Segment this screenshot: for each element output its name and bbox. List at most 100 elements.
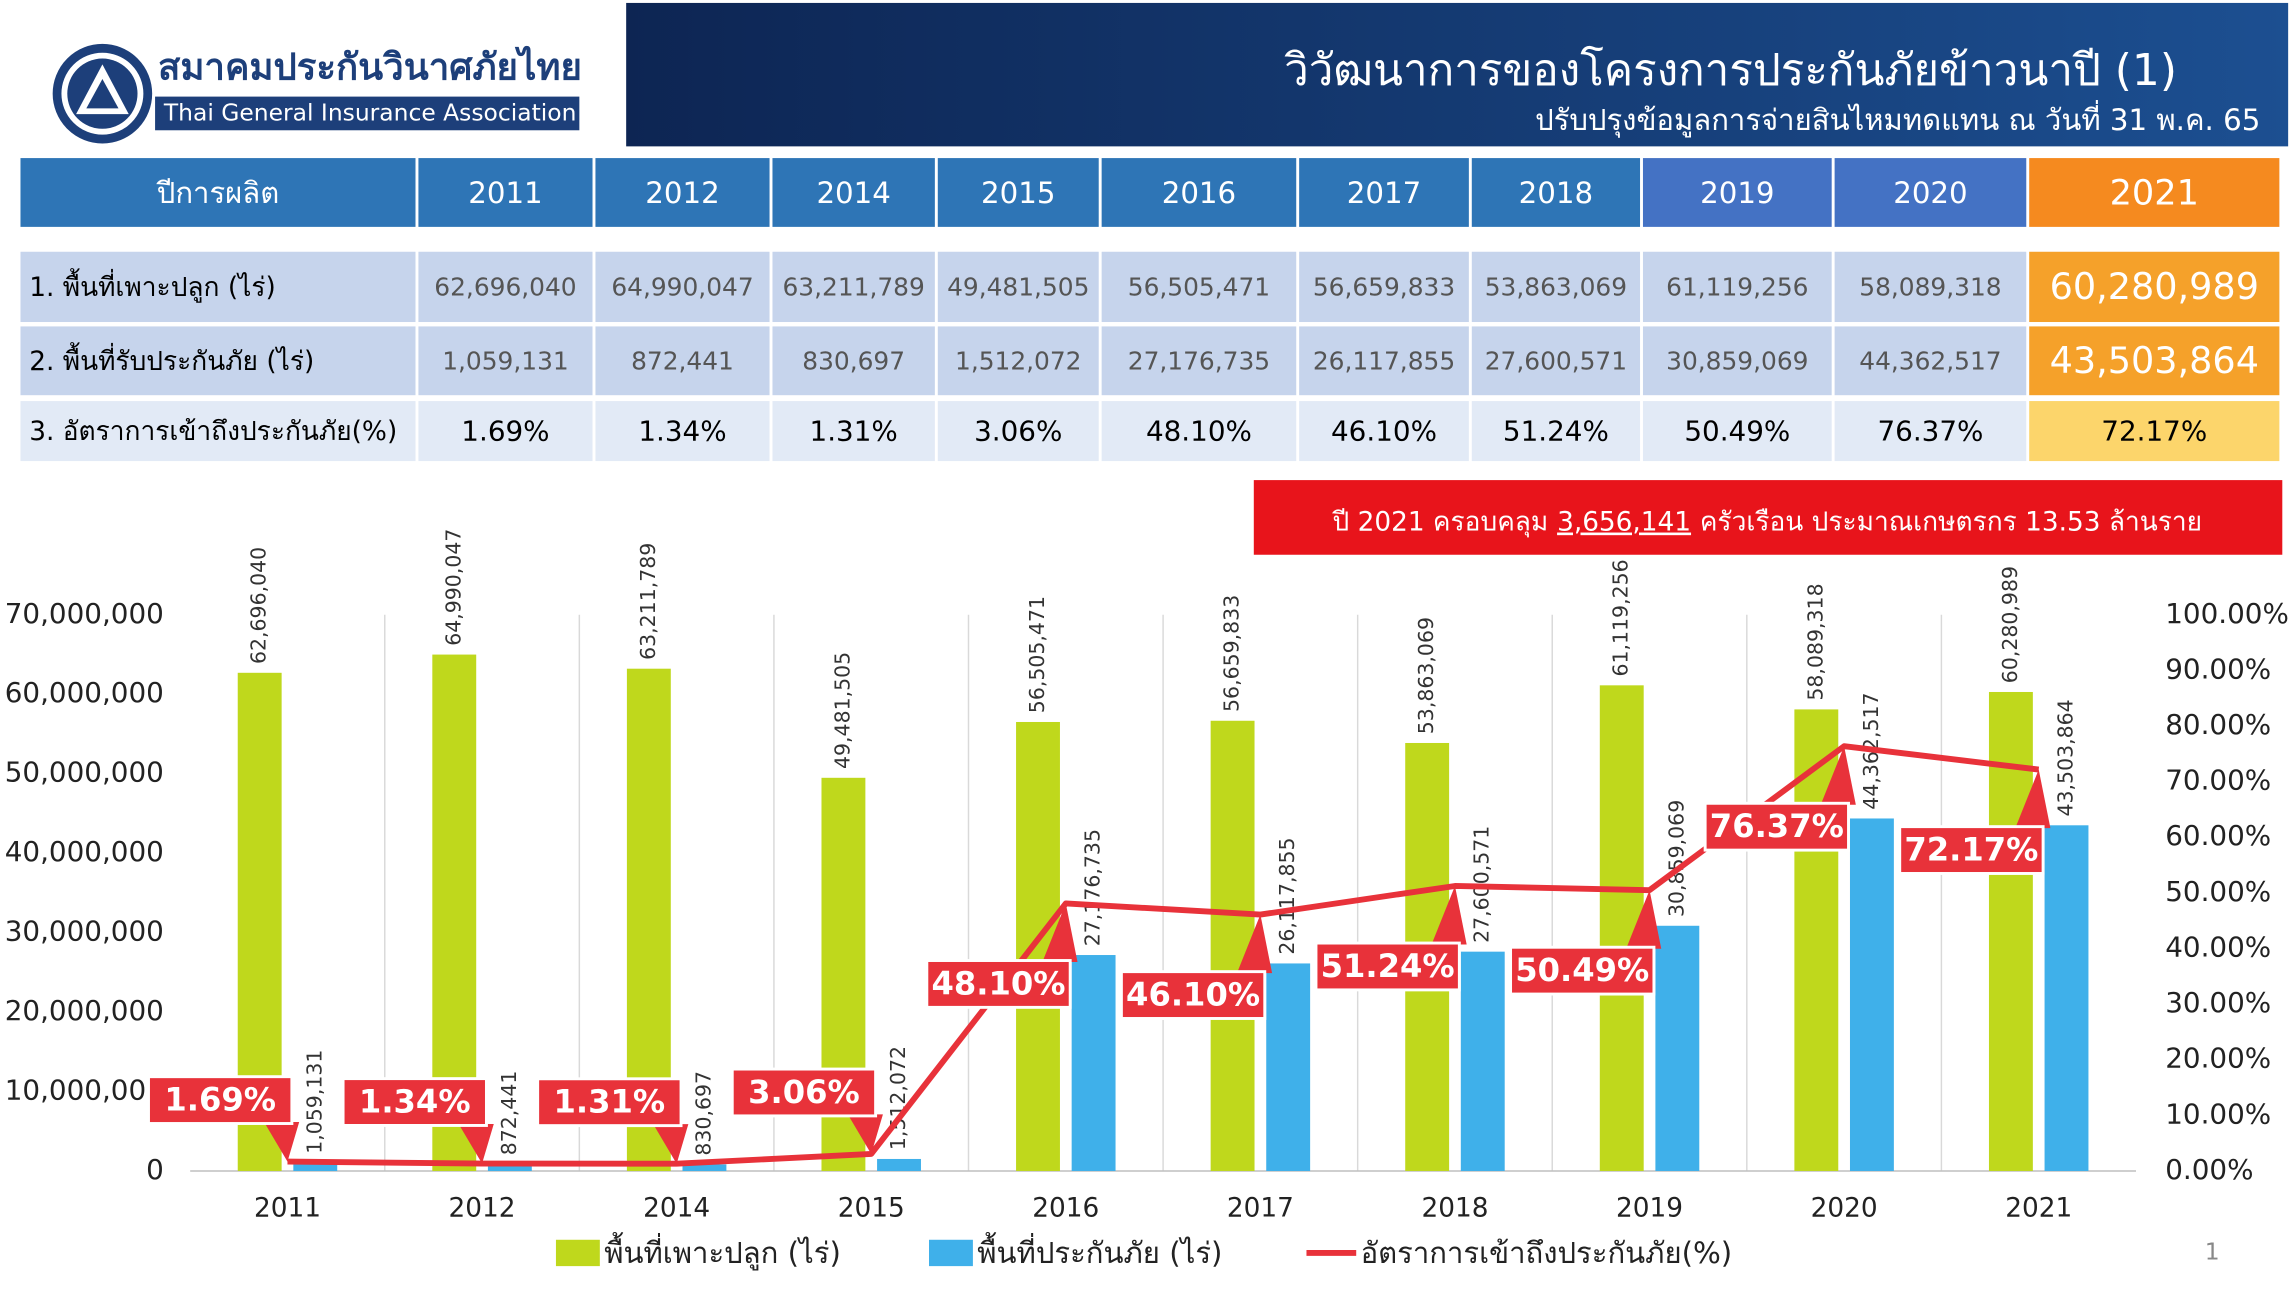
callout-box xyxy=(536,1077,683,1128)
table-value: 61,119,256 xyxy=(1666,272,1808,301)
bar xyxy=(1071,955,1116,1171)
y2-tick-label: 50.00% xyxy=(2165,875,2271,908)
bar-value-label: 61,119,256 xyxy=(1609,559,1633,676)
x-tick-label: 2015 xyxy=(838,1194,905,1224)
y-tick-label: 10,000,000 xyxy=(5,1074,164,1107)
y2-tick-label: 90.00% xyxy=(2165,652,2271,685)
header-text: 2016 xyxy=(1162,176,1236,210)
y2-tick-label: 20.00% xyxy=(2165,1042,2271,1075)
table-cell xyxy=(937,251,1099,323)
y2-tick-label: 60.00% xyxy=(2165,819,2271,852)
chart: 0 10,000,000 20,000,000 30,000,000 40,000,00… xyxy=(5,529,2289,1271)
line-value-label: 50.49% xyxy=(1515,951,1649,989)
bar-value-label: 26,117,855 xyxy=(1275,837,1299,954)
callout-pointer xyxy=(1431,885,1467,945)
table-cell xyxy=(1834,401,2027,462)
table-cell xyxy=(1101,401,1297,462)
table-cell xyxy=(418,251,593,323)
table-cell xyxy=(772,251,935,323)
table-value: 27,176,735 xyxy=(1128,346,1270,375)
table-cell xyxy=(1834,326,2027,396)
callout-box xyxy=(925,959,1072,1009)
table-cell xyxy=(937,401,1099,462)
callout-pointer xyxy=(653,1124,689,1164)
callout-box xyxy=(1119,970,1267,1020)
table-cell xyxy=(20,251,416,323)
line-value-label: 72.17% xyxy=(1904,831,2038,869)
table-value: 64,990,047 xyxy=(611,272,753,301)
y2-tick-label: 10.00% xyxy=(2165,1097,2271,1130)
table-value: 56,659,833 xyxy=(1313,272,1455,301)
table-value: 830,697 xyxy=(802,346,905,375)
x-tick-label: 2019 xyxy=(1616,1194,1683,1224)
y-tick-label: 50,000,000 xyxy=(5,756,164,789)
legend-label: พื้นที่เพาะปลูก (ไร่) xyxy=(604,1232,841,1271)
subtitle: ปรับปรุงข้อมูลการจ่ายสินไหมทดแทน ณ วันที… xyxy=(1535,100,2260,138)
table-value: 51.24% xyxy=(1503,415,1609,448)
header-text: 2020 xyxy=(1893,176,1967,210)
table-cell xyxy=(1471,251,1641,323)
legend-label: พื้นที่ประกันภัย (ไร่) xyxy=(977,1232,1222,1270)
callout-box xyxy=(1509,945,1656,996)
header-cell xyxy=(418,158,593,227)
bar-value-label: 53,863,069 xyxy=(1414,617,1438,734)
header-band xyxy=(626,2,2289,147)
header-cell xyxy=(1299,158,1469,227)
line-value-label: 46.10% xyxy=(1126,976,1260,1014)
header-text: 2017 xyxy=(1347,176,1421,210)
table-value: 76.37% xyxy=(1877,415,1983,448)
row-label: 2. พื้นที่รับประกันภัย (ไร่) xyxy=(29,342,314,377)
line-value-label: 76.37% xyxy=(1710,807,1844,845)
table-value: 27,600,571 xyxy=(1485,346,1627,375)
y-tick-label: 20,000,000 xyxy=(5,994,164,1027)
y2-tick-label: 0.00% xyxy=(2165,1153,2253,1186)
table-cell xyxy=(1642,251,1832,323)
y2-tick-label: 30.00% xyxy=(2165,986,2271,1019)
callout-box xyxy=(730,1067,878,1118)
table-value: 44,362,517 xyxy=(1859,346,2001,375)
table-cell xyxy=(20,401,416,462)
bar-value-label: 62,696,040 xyxy=(247,547,271,664)
callout-box xyxy=(1898,825,2045,875)
table-cell xyxy=(1834,251,2027,323)
table-value: 49,481,505 xyxy=(947,272,1089,301)
header-text: 2015 xyxy=(981,176,1055,210)
callout-pointer xyxy=(1626,890,1662,949)
callout-pointer xyxy=(1820,746,1856,805)
y-tick-label: 40,000,000 xyxy=(5,835,164,868)
bar xyxy=(682,1164,727,1171)
table-cell xyxy=(1642,401,1832,462)
y2-tick-label: 70.00% xyxy=(2165,764,2271,797)
legend-label: อัตราการเข้าถึงประกันภัย(%) xyxy=(1361,1236,1733,1270)
table-value: 72.17% xyxy=(2101,415,2207,448)
header-cell xyxy=(772,158,935,227)
table-cell xyxy=(20,326,416,396)
bar xyxy=(293,1162,338,1171)
bar-value-label: 58,089,318 xyxy=(1803,583,1827,700)
table-cell xyxy=(2029,326,2280,396)
header-cell xyxy=(20,158,416,227)
table-value: 43,503,864 xyxy=(2050,339,2259,382)
org-name-bar xyxy=(155,96,580,131)
header-cell xyxy=(937,158,1099,227)
table-cell xyxy=(595,401,770,462)
bar xyxy=(1849,818,1894,1171)
table-cell xyxy=(2029,401,2280,462)
table-cell xyxy=(1299,326,1469,396)
line-value-label: 1.69% xyxy=(164,1081,276,1119)
table-value: 48.10% xyxy=(1146,415,1252,448)
table-cell xyxy=(1299,401,1469,462)
y-tick-label: 30,000,000 xyxy=(5,915,164,948)
bar-value-label: 30,859,069 xyxy=(1664,800,1688,917)
banner-text: ปี 2021 ครอบคลุม 3,656,141 ครัวเรือน ประมา… xyxy=(1332,507,2202,537)
callout-pointer xyxy=(458,1124,494,1164)
banner-highlight: 3,656,141 xyxy=(1557,507,1691,537)
bar xyxy=(487,1164,532,1171)
table-cell xyxy=(1471,401,1641,462)
header-cell xyxy=(1471,158,1641,227)
y-tick-label: 60,000,000 xyxy=(5,676,164,709)
callout-pointer xyxy=(1042,903,1078,962)
table-value: 60,280,989 xyxy=(2050,265,2259,308)
table-cell xyxy=(1101,251,1297,323)
bar-value-label: 872,441 xyxy=(497,1071,521,1156)
